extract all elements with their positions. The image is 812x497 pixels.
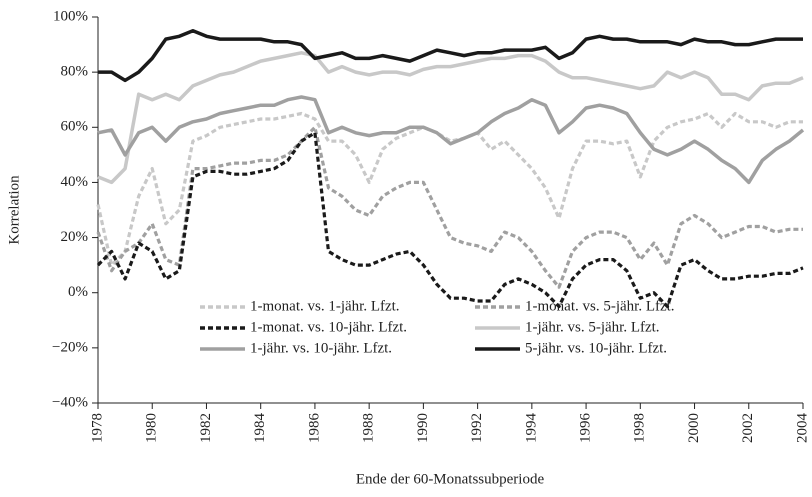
y-tick-label: 40%	[61, 174, 89, 190]
x-tick-label: 1980	[144, 413, 160, 443]
x-tick-label: 1990	[415, 413, 431, 443]
x-tick-label: 1978	[89, 413, 105, 443]
x-tick-label: 1998	[632, 413, 648, 443]
series-line	[97, 95, 805, 185]
x-tick-label: 1984	[252, 413, 268, 444]
series-line	[96, 131, 804, 309]
y-tick-label: −40%	[52, 394, 88, 410]
series-line	[97, 51, 804, 185]
x-tick-label: 2000	[686, 413, 702, 443]
x-tick-label: 1982	[198, 413, 214, 443]
y-tick-label: 80%	[61, 64, 89, 80]
legend-label: 1-monat. vs. 1-jähr. Lfzt.	[250, 298, 400, 314]
legend-label: 1-monat. vs. 5-jähr. Lfzt.	[525, 298, 675, 314]
x-tick-label: 2002	[740, 413, 756, 443]
y-tick-label: 60%	[61, 119, 89, 135]
x-tick-label: 1992	[469, 413, 485, 443]
y-tick-label: 0%	[68, 284, 88, 300]
y-axis-label: Korrelation	[6, 175, 22, 245]
x-tick-label: 1994	[523, 413, 539, 444]
x-tick-label: 1996	[578, 413, 594, 444]
y-tick-label: 20%	[61, 229, 89, 245]
y-tick-label: 100%	[53, 8, 88, 24]
x-tick-label: 2004	[794, 413, 810, 444]
legend-label: 5-jähr. vs. 10-jähr. Lfzt.	[525, 340, 667, 356]
y-tick-label: −20%	[52, 339, 88, 355]
legend-label: 1-jähr. vs. 10-jähr. Lfzt.	[250, 340, 392, 356]
legend-label: 1-jähr. vs. 5-jähr. Lfzt.	[525, 319, 660, 335]
legend-label: 1-monat. vs. 10-jähr. Lfzt.	[250, 319, 407, 335]
x-tick-label: 1986	[306, 413, 322, 444]
series-line	[98, 29, 803, 83]
x-axis-label: Ende der 60-Monatssubperiode	[356, 471, 545, 487]
series-line	[96, 111, 803, 267]
x-tick-label: 1988	[361, 413, 377, 443]
